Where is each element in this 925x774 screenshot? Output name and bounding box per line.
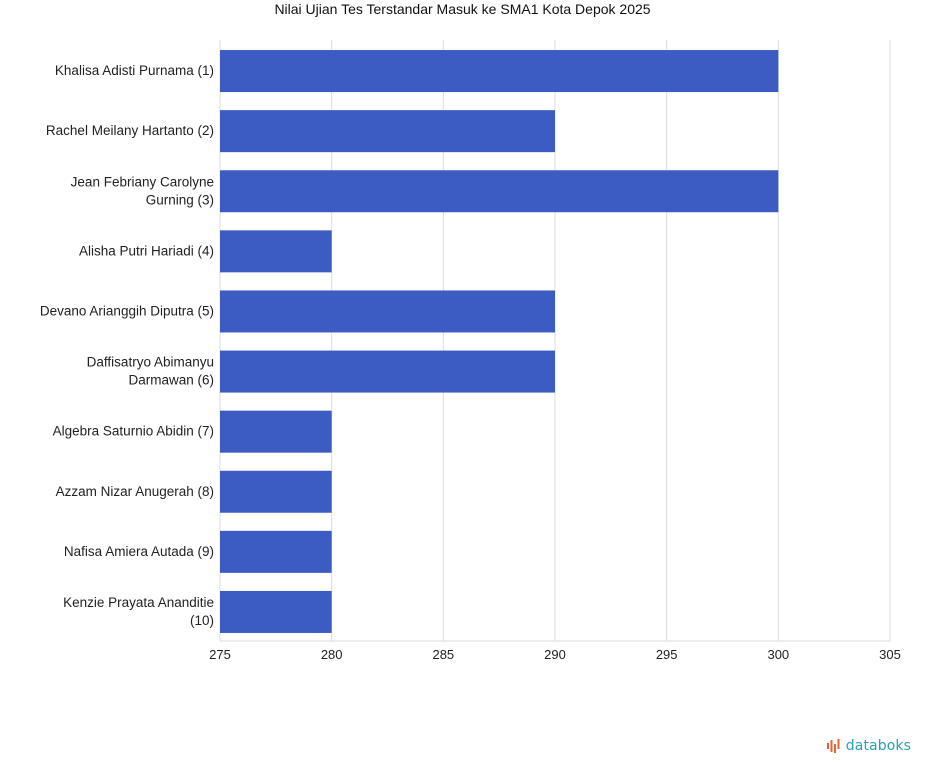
bar [220, 410, 332, 453]
bars [220, 50, 779, 633]
x-tick-label: 305 [879, 647, 901, 662]
bar [220, 350, 555, 393]
category-label: Algebra Saturnio Abidin (7) [53, 424, 214, 439]
bar [220, 590, 332, 633]
category-label: Jean Febriany Carolyne Gurning (3) [71, 174, 214, 207]
x-tick-label: 300 [767, 647, 789, 662]
x-axis: 275 280 285 290 295 300 305 [209, 640, 901, 662]
category-label: Kenzie Prayata Ananditie (10) [63, 595, 214, 628]
bar [220, 530, 332, 573]
category-labels: Khalisa Adisti Purnama (1) Rachel Meilany… [40, 63, 214, 628]
x-tick-label: 295 [656, 647, 678, 662]
x-tick-label: 290 [544, 647, 566, 662]
category-label: Azzam Nizar Anugerah (8) [56, 484, 214, 499]
category-label: Alisha Putri Hariadi (4) [79, 243, 214, 258]
databoks-logo-icon [826, 739, 840, 753]
bar [220, 170, 779, 213]
bar [220, 110, 555, 153]
bar [220, 50, 779, 93]
category-label: Devano Arianggih Diputra (5) [40, 303, 214, 318]
category-label: Khalisa Adisti Purnama (1) [55, 63, 214, 78]
brand-name: databoks [845, 738, 911, 754]
chart-title: Nilai Ujian Tes Terstandar Masuk ke SMA1… [274, 1, 651, 17]
x-tick-label: 280 [321, 647, 343, 662]
x-tick-label: 285 [432, 647, 454, 662]
x-tick-label: 275 [209, 647, 231, 662]
category-label: Daffisatryo Abimanyu Darmawan (6) [87, 355, 214, 388]
brand-logo: databoks [826, 738, 911, 754]
bar [220, 470, 332, 513]
bar [220, 290, 555, 333]
bar [220, 230, 332, 273]
category-label: Nafisa Amiera Autada (9) [64, 544, 214, 559]
category-label: Rachel Meilany Hartanto (2) [46, 123, 214, 138]
